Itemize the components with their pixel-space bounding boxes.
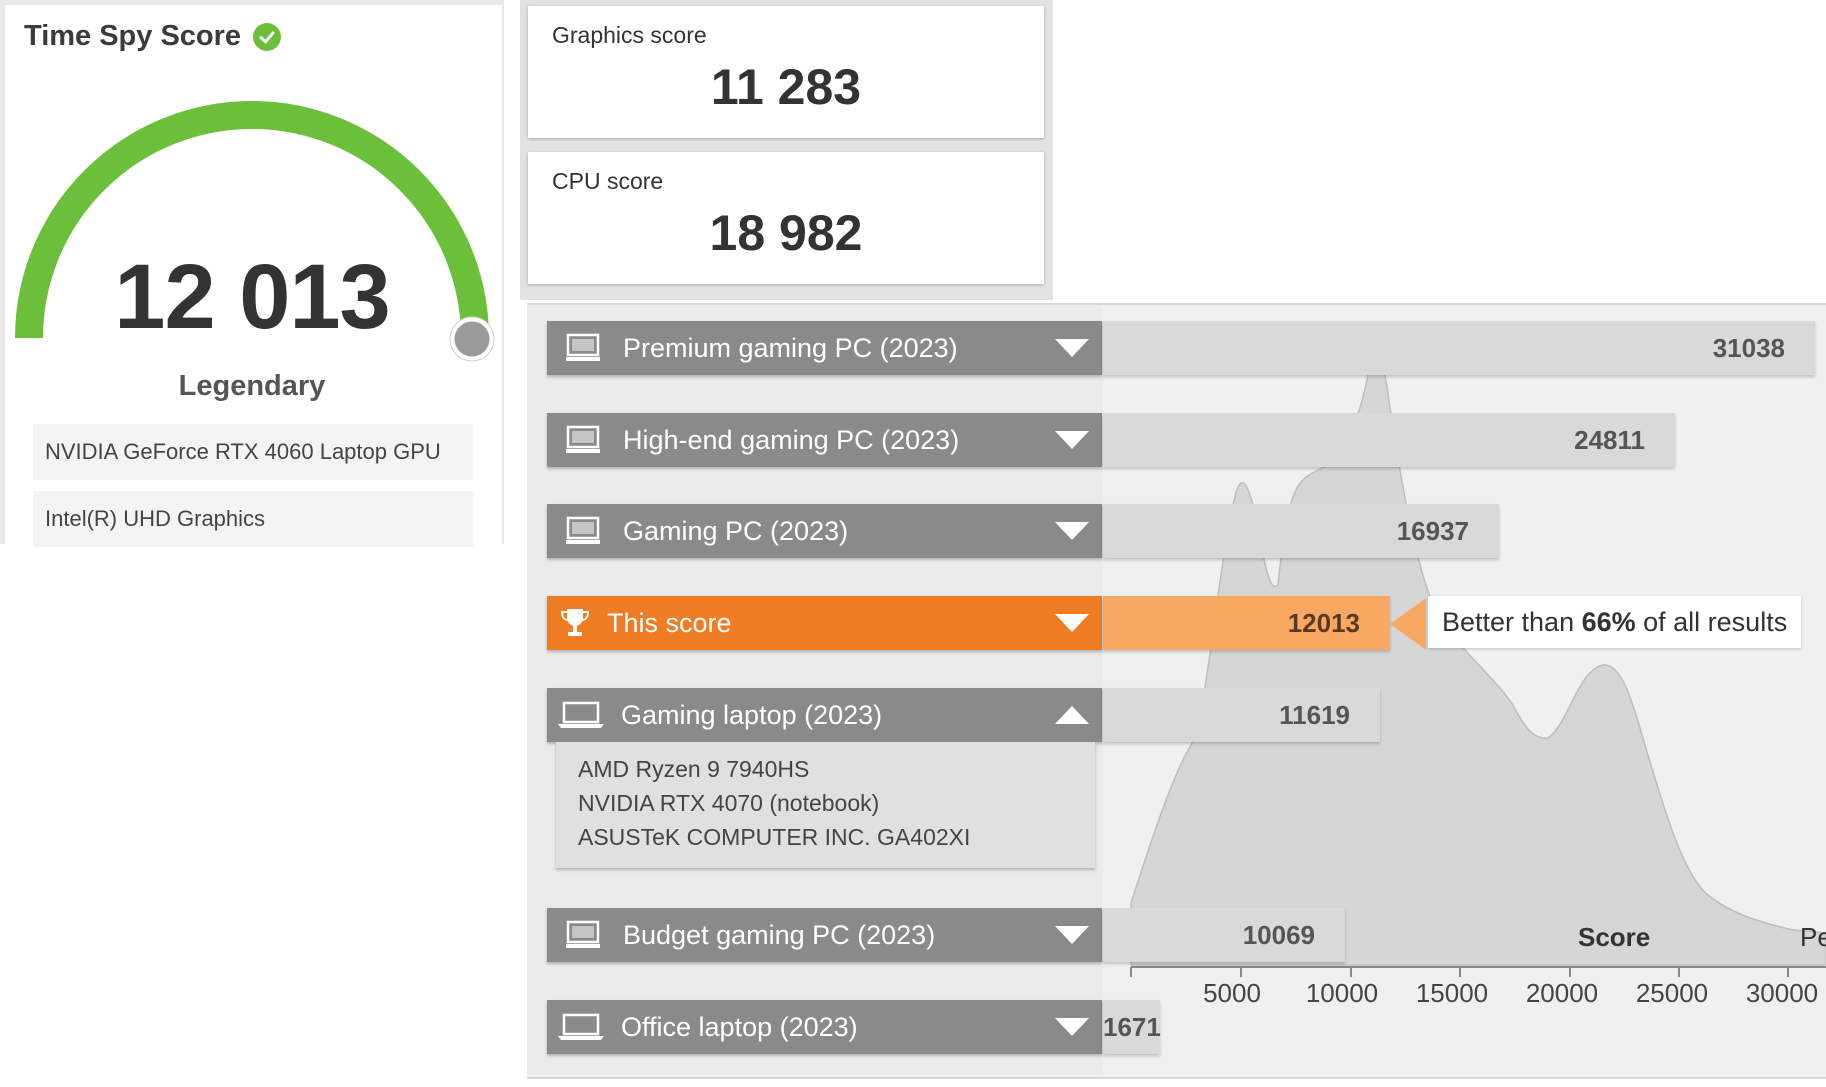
x-tick-label: 30000: [1745, 978, 1819, 1008]
gpu-item: Intel(R) UHD Graphics: [33, 491, 473, 547]
gauge-arc: [15, 101, 489, 339]
tooltip-percent: 66%: [1581, 607, 1636, 637]
row-bar: 10069: [1103, 908, 1345, 962]
x-tick-label: 5000: [1203, 978, 1261, 1008]
score-title-text: Time Spy Score: [24, 20, 242, 52]
graphics-score-value: 11 283: [710, 59, 862, 115]
desktop-icon: [563, 425, 603, 455]
chevron-down-icon[interactable]: [1042, 339, 1102, 357]
row-label: This score: [607, 607, 732, 638]
x-tick-label: 10000: [1305, 978, 1379, 1008]
graphics-score-card: Graphics score 11 283: [528, 6, 1044, 138]
row-office-laptop[interactable]: Office laptop (2023): [547, 1000, 1102, 1054]
row-details: AMD Ryzen 9 7940HS NVIDIA RTX 4070 (note…: [556, 742, 1095, 868]
cpu-score-value: 18 982: [709, 205, 863, 261]
row-bar: 11619: [1103, 688, 1380, 742]
x-tick-label: 20000: [1525, 978, 1599, 1008]
x-tick-label: 25000: [1635, 978, 1709, 1008]
chevron-down-icon[interactable]: [1042, 431, 1102, 449]
chevron-down-icon[interactable]: [1042, 522, 1102, 540]
tooltip-suffix: of all results: [1635, 607, 1788, 637]
x-axis-title: Score: [1578, 922, 1651, 952]
row-gaming-pc[interactable]: Gaming PC (2023): [547, 504, 1102, 558]
overall-score: 12 013: [114, 246, 390, 348]
chevron-up-icon[interactable]: [1042, 706, 1102, 724]
chevron-down-icon[interactable]: [1042, 614, 1102, 632]
score-gauge: [15, 101, 495, 362]
gpu-item: NVIDIA GeForce RTX 4060 Laptop GPU: [33, 424, 473, 480]
gauge-knob: [449, 316, 495, 362]
laptop-icon: [557, 701, 605, 729]
row-gaming-laptop[interactable]: Gaming laptop (2023): [547, 688, 1102, 742]
row-label: Gaming PC (2023): [623, 515, 849, 546]
row-this-score[interactable]: This score: [547, 596, 1102, 650]
row-budget-gaming-pc[interactable]: Budget gaming PC (2023): [547, 908, 1102, 962]
row-label: Budget gaming PC (2023): [623, 919, 936, 950]
score-card-title: Time Spy Score: [24, 20, 282, 53]
row-premium-gaming-pc[interactable]: Premium gaming PC (2023): [547, 321, 1102, 375]
trophy-icon: [557, 607, 593, 639]
laptop-icon: [557, 1013, 605, 1041]
row-label: Premium gaming PC (2023): [623, 332, 958, 363]
chevron-down-icon[interactable]: [1042, 926, 1102, 944]
row-bar: 16937: [1103, 504, 1499, 558]
detail-system: ASUSTeK COMPUTER INC. GA402XI: [578, 824, 971, 850]
row-label: High-end gaming PC (2023): [623, 424, 960, 455]
cpu-score-label: CPU score: [552, 168, 664, 194]
detail-gpu: NVIDIA RTX 4070 (notebook): [578, 790, 880, 816]
row-bar: 1671: [1103, 1000, 1161, 1054]
detail-cpu: AMD Ryzen 9 7940HS: [578, 756, 810, 782]
tooltip-prefix: Better than: [1442, 607, 1582, 637]
row-bar: 31038: [1103, 321, 1815, 375]
row-label: Gaming laptop (2023): [621, 699, 883, 730]
desktop-icon: [563, 920, 603, 950]
chevron-down-icon[interactable]: [1042, 1018, 1102, 1036]
row-bar: 24811: [1103, 413, 1675, 467]
x-tick-label: 15000: [1415, 978, 1489, 1008]
x-axis-title-secondary: Pe: [1800, 922, 1826, 952]
score-rank: Legendary: [178, 370, 326, 402]
desktop-icon: [563, 516, 603, 546]
desktop-icon: [563, 333, 603, 363]
tooltip-pointer: [1390, 598, 1426, 650]
row-high-end-gaming-pc[interactable]: High-end gaming PC (2023): [547, 413, 1102, 467]
graphics-score-label: Graphics score: [552, 22, 707, 48]
row-bar-highlight: 12013: [1103, 596, 1390, 650]
row-label: Office laptop (2023): [621, 1011, 858, 1042]
check-icon: [253, 22, 282, 51]
percentile-tooltip: Better than 66% of all results: [1428, 596, 1802, 648]
cpu-score-card: CPU score 18 982: [528, 152, 1044, 284]
